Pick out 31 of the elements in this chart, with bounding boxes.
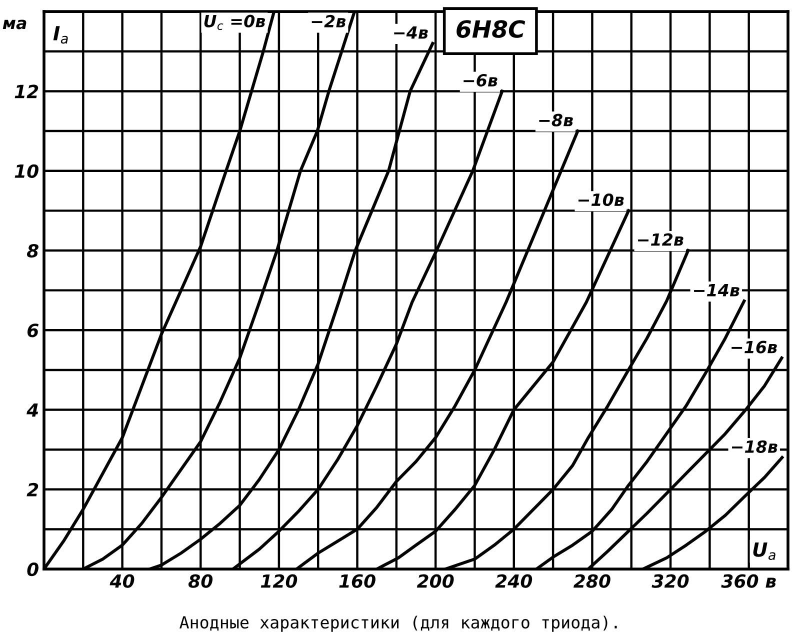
- text: ма: [2, 20, 26, 30]
- y-tick-label: 2: [26, 482, 38, 496]
- x-tick-label: 160: [339, 574, 376, 588]
- x-tick-label: 320: [652, 574, 689, 588]
- x-tick-label: 200: [416, 574, 454, 588]
- x-tick-label: 240: [495, 574, 532, 588]
- x-tick-label: 80: [188, 574, 213, 588]
- series-label: −10в: [578, 193, 624, 206]
- y-tick-label: 4: [26, 403, 38, 417]
- series-label: −6в: [464, 74, 498, 87]
- series-label: U$_{c}$ =0в: [204, 14, 266, 30]
- x-tick-label: 40: [110, 574, 134, 588]
- x-tick-label: 360 в: [721, 574, 776, 588]
- y-axis-title: I$_{a}$: [53, 26, 68, 44]
- x-tick-label: 120: [260, 574, 298, 588]
- series-label: −4в: [394, 26, 428, 39]
- x-axis-title: U$_{a}$: [753, 542, 776, 560]
- series-label: −14в: [694, 284, 740, 296]
- y-tick-label: 0: [27, 562, 38, 576]
- y-tick-label: 12: [14, 84, 38, 98]
- series-label: −2в: [312, 14, 346, 28]
- chart-title: 6Н8С: [456, 20, 526, 38]
- y-tick-label: 10: [14, 164, 38, 178]
- y-tick-label: 6: [27, 324, 38, 338]
- text: Анодные характеристики (для каждого триода).: [180, 616, 617, 632]
- series-label: −8в: [539, 114, 573, 126]
- x-tick-label: 280: [574, 574, 610, 588]
- series-label: −12в: [638, 233, 684, 246]
- series-label: −16в: [732, 340, 777, 354]
- series-label: −18в: [732, 440, 778, 453]
- y-tick-label: 8: [26, 244, 38, 258]
